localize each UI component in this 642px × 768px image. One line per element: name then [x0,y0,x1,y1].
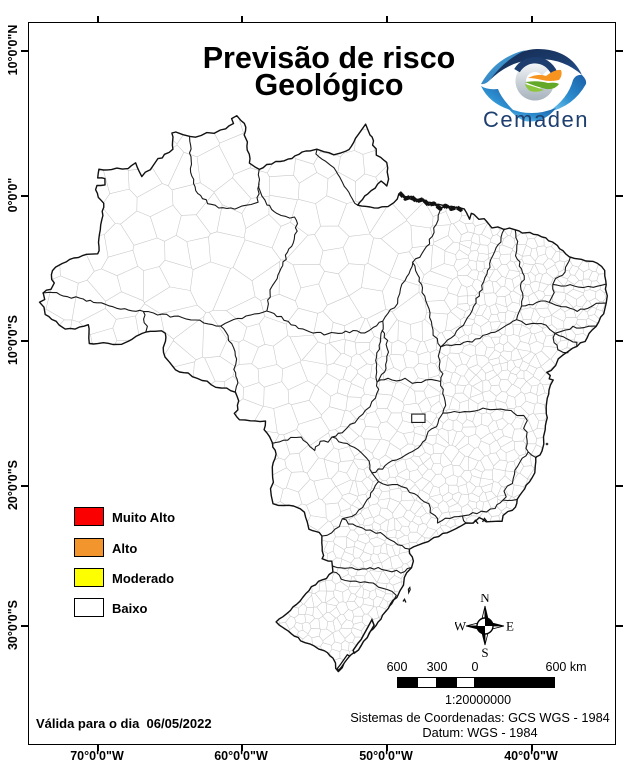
svg-text:E: E [506,619,514,634]
svg-text:N: N [480,594,490,605]
svg-text:S: S [481,645,488,658]
svg-text:W: W [455,619,467,634]
